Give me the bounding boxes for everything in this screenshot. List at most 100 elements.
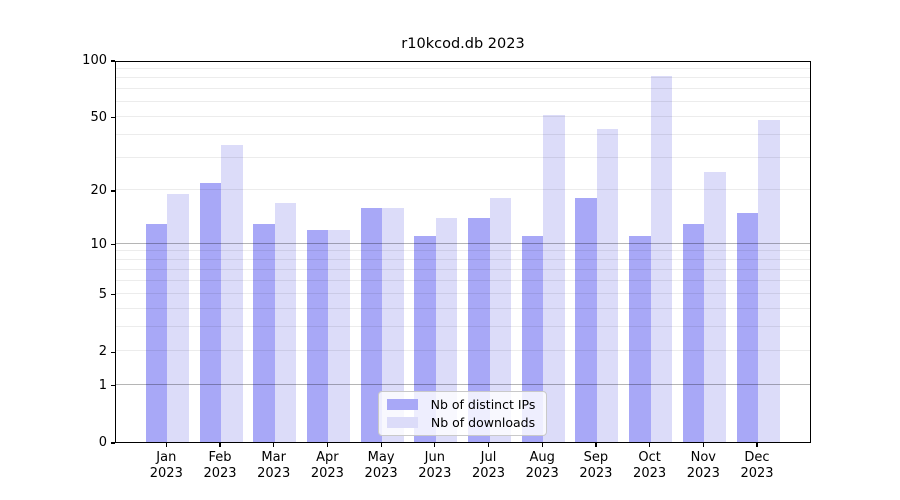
bar-downloads-sep bbox=[596, 128, 619, 442]
bar-distinct-ips-mar bbox=[253, 223, 275, 442]
x-tick-jul bbox=[487, 443, 490, 447]
x-tick-label-may: May 2023 bbox=[353, 450, 409, 481]
y-tick-1 bbox=[111, 385, 115, 387]
year-label: 2023 bbox=[471, 465, 506, 481]
legend-swatch-downloads bbox=[387, 417, 418, 428]
x-tick-oct bbox=[649, 443, 651, 447]
month-label: Feb bbox=[208, 450, 232, 465]
year-label: 2023 bbox=[740, 465, 774, 481]
gridline-minor-40 bbox=[116, 133, 810, 135]
year-label: 2023 bbox=[418, 465, 452, 481]
bar-downloads-nov bbox=[704, 172, 726, 442]
chart-title: r10kcod.db 2023 bbox=[401, 36, 525, 52]
month-label: Aug bbox=[529, 450, 555, 465]
gridline-minor-60 bbox=[116, 100, 810, 102]
x-tick-label-nov: Nov 2023 bbox=[675, 450, 731, 481]
x-tick-label-apr: Apr 2023 bbox=[299, 450, 355, 481]
x-tick-label-dec: Dec 2023 bbox=[729, 450, 785, 481]
y-tick-label-10: 10 bbox=[90, 236, 107, 252]
bar-distinct-ips-jan bbox=[145, 223, 168, 442]
y-tick-5 bbox=[111, 294, 115, 296]
gridline-minor-80 bbox=[116, 77, 810, 79]
bar-downloads-jul bbox=[489, 198, 511, 442]
x-tick-label-feb: Feb 2023 bbox=[192, 450, 248, 481]
y-tick-2 bbox=[111, 351, 115, 353]
gridline-minor-70 bbox=[116, 88, 810, 90]
x-tick-label-jun: Jun 2023 bbox=[407, 450, 463, 481]
year-label: 2023 bbox=[203, 465, 237, 481]
gridline-minor-90 bbox=[116, 67, 810, 69]
bar-downloads-dec bbox=[758, 119, 780, 442]
legend-item-downloads: Nb of downloads bbox=[387, 415, 538, 430]
y-tick-label-20: 20 bbox=[90, 183, 107, 198]
bar-downloads-aug bbox=[543, 115, 565, 442]
x-tick-feb bbox=[219, 443, 221, 447]
x-tick-may bbox=[380, 443, 382, 447]
x-tick-jan bbox=[165, 443, 167, 447]
y-tick-0 bbox=[111, 442, 115, 444]
y-tick-label-2: 2 bbox=[98, 344, 107, 360]
month-label: Sep bbox=[583, 450, 609, 465]
y-tick-label-100: 100 bbox=[82, 53, 107, 68]
month-label: Dec bbox=[744, 450, 770, 465]
x-tick-label-jan: Jan 2023 bbox=[138, 450, 194, 481]
bar-downloads-feb bbox=[221, 145, 243, 442]
plot-area bbox=[115, 61, 811, 443]
legend: Nb of distinct IPs Nb of downloads bbox=[378, 391, 547, 436]
x-tick-jun bbox=[434, 443, 436, 447]
y-tick-50 bbox=[111, 117, 115, 119]
x-tick-label-aug: Aug 2023 bbox=[514, 450, 570, 481]
year-label: 2023 bbox=[257, 465, 291, 481]
month-label: Jun bbox=[424, 450, 445, 465]
month-label: Mar bbox=[261, 450, 286, 465]
month-label: Nov bbox=[690, 450, 716, 465]
legend-label-distinct-ips: Nb of distinct IPs bbox=[430, 397, 536, 412]
x-tick-mar bbox=[273, 443, 275, 447]
bar-distinct-ips-aug bbox=[521, 236, 544, 442]
y-tick-label-1: 1 bbox=[98, 377, 107, 393]
bar-downloads-mar bbox=[274, 202, 297, 442]
bar-distinct-ips-apr bbox=[306, 229, 329, 442]
x-tick-dec bbox=[756, 443, 758, 447]
x-tick-label-mar: Mar 2023 bbox=[246, 450, 302, 481]
bar-downloads-apr bbox=[328, 229, 350, 442]
month-label: Jan bbox=[156, 450, 177, 465]
y-tick-label-50: 50 bbox=[90, 109, 107, 125]
legend-item-distinct-ips: Nb of distinct IPs bbox=[387, 397, 538, 412]
gridline-minor-50 bbox=[116, 115, 810, 117]
y-tick-label-0: 0 bbox=[98, 435, 107, 450]
y-tick-100 bbox=[111, 60, 115, 62]
bar-downloads-jun bbox=[435, 217, 458, 442]
x-tick-label-oct: Oct 2023 bbox=[622, 450, 678, 481]
bar-distinct-ips-may bbox=[360, 207, 383, 442]
bar-downloads-may bbox=[382, 207, 404, 442]
year-label: 2023 bbox=[310, 465, 344, 481]
bar-distinct-ips-jun bbox=[414, 236, 436, 442]
month-label: May bbox=[367, 450, 395, 465]
x-tick-sep bbox=[595, 443, 597, 447]
bar-distinct-ips-sep bbox=[575, 198, 597, 442]
x-tick-label-sep: Sep 2023 bbox=[568, 450, 624, 481]
month-label: Apr bbox=[316, 450, 339, 465]
x-tick-label-jul: Jul 2023 bbox=[461, 450, 517, 481]
year-label: 2023 bbox=[525, 465, 559, 481]
bar-distinct-ips-dec bbox=[736, 212, 758, 442]
bar-distinct-ips-nov bbox=[682, 223, 705, 442]
bar-downloads-jan bbox=[167, 194, 189, 442]
bar-downloads-oct bbox=[650, 76, 673, 442]
x-tick-nov bbox=[702, 443, 704, 447]
year-label: 2023 bbox=[364, 465, 398, 481]
bar-distinct-ips-feb bbox=[199, 182, 221, 442]
y-tick-10 bbox=[111, 243, 115, 246]
bar-distinct-ips-jul bbox=[468, 217, 490, 442]
x-tick-apr bbox=[326, 443, 329, 447]
y-tick-label-5: 5 bbox=[98, 286, 107, 302]
year-label: 2023 bbox=[686, 465, 720, 481]
bar-distinct-ips-oct bbox=[629, 236, 651, 442]
year-label: 2023 bbox=[149, 465, 183, 481]
year-label: 2023 bbox=[579, 465, 613, 481]
x-tick-aug bbox=[541, 443, 543, 447]
legend-label-downloads: Nb of downloads bbox=[430, 415, 536, 430]
year-label: 2023 bbox=[633, 465, 667, 481]
